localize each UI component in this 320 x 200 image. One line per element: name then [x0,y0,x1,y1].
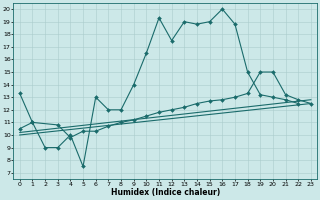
X-axis label: Humidex (Indice chaleur): Humidex (Indice chaleur) [111,188,220,197]
